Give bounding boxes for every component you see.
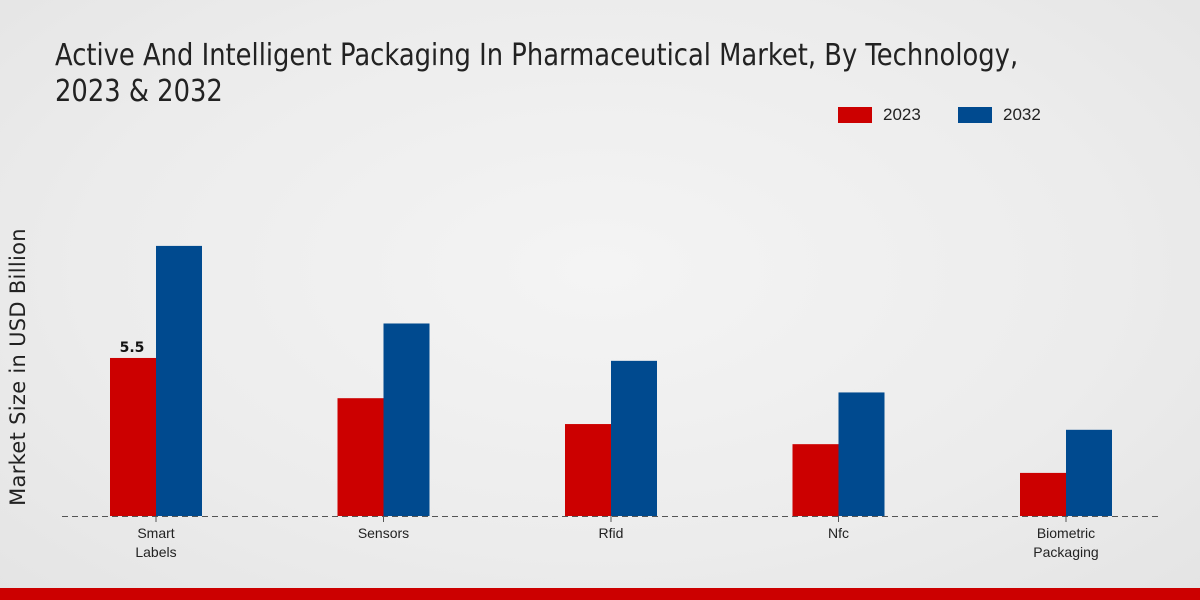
bar-2032-rfid [611,360,657,516]
x-tick-label: Smart Labels [135,525,176,560]
data-label: 5.5 [120,340,145,356]
x-tick-label: Rfid [599,525,624,541]
legend-label-2023: 2023 [883,105,921,124]
legend-swatch-2023 [838,107,872,123]
chart-title: Active And Intelligent Packaging In Phar… [55,38,1019,109]
legend-item-2023: 2023 [838,105,921,125]
legend-swatch-2032 [958,107,992,123]
x-tick-label: Biometric Packaging [1033,525,1098,560]
bar-2023-biometric-packaging [1020,472,1066,516]
bar-2032-nfc [838,392,885,516]
legend-label-2032: 2032 [1003,105,1041,124]
legend-item-2032: 2032 [958,105,1041,125]
bar-2023-nfc [792,444,839,516]
bar-2032-smart-labels [156,245,202,516]
x-tick-label: Sensors [358,525,409,541]
footer-bar [0,588,1200,600]
bar-2032-sensors [383,323,430,516]
bar-2023-smart-labels [110,357,156,516]
bar-2023-sensors [337,398,384,516]
x-tick-label: Nfc [828,525,849,541]
bar-2032-biometric-packaging [1066,429,1112,516]
bar-2023-rfid [565,424,611,516]
